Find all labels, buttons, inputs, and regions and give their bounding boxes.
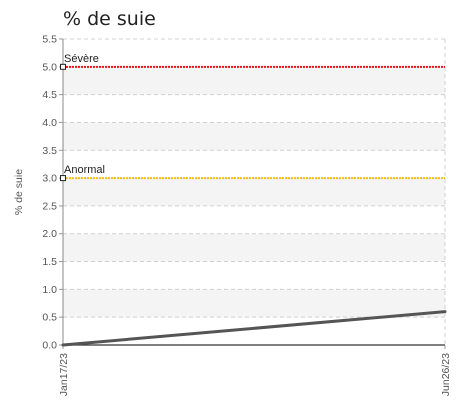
grid-band	[63, 122, 445, 151]
y-tick-label: 3.0	[42, 173, 57, 185]
y-tick-label: 2.5	[42, 200, 57, 212]
y-tick-label: 3.5	[42, 145, 57, 157]
threshold-label: Anormal	[64, 164, 105, 176]
y-tick-label: 4.0	[42, 117, 57, 129]
threshold-label: Sévère	[64, 53, 99, 65]
y-tick-label: 4.5	[42, 89, 57, 101]
y-tick-label: 1.0	[42, 284, 57, 296]
grid-band	[63, 233, 445, 262]
y-tick-label: 5.5	[42, 34, 57, 46]
y-tick-label: 0.0	[42, 340, 57, 352]
y-tick-label: 1.5	[42, 256, 57, 268]
y-tick-label: 2.0	[42, 228, 57, 240]
y-tick-label: 0.5	[42, 312, 57, 324]
threshold-lines: Sévère Anormal	[60, 53, 445, 182]
threshold-marker	[60, 63, 66, 70]
x-tick-label: Jun26/23	[440, 353, 452, 396]
grid-band	[63, 289, 445, 318]
series-line	[61, 310, 447, 347]
grid-bands	[63, 66, 445, 318]
x-tick-label: Jan17/23	[58, 353, 70, 396]
y-ticks: 0.0 0.5 1.0 1.5 2.0 2.5 3.0 3.5 4.0 4.5 5.0 5.5	[42, 34, 63, 352]
chart-title: % de suie	[63, 8, 156, 30]
grid-band	[63, 66, 445, 95]
y-tick-label: 5.0	[42, 61, 57, 73]
grid-band	[63, 178, 445, 206]
x-ticks: Jan17/23 Jun26/23	[58, 345, 452, 396]
threshold-marker	[60, 175, 66, 182]
data-series	[61, 310, 447, 347]
y-axis-label: % de suie	[13, 169, 25, 215]
